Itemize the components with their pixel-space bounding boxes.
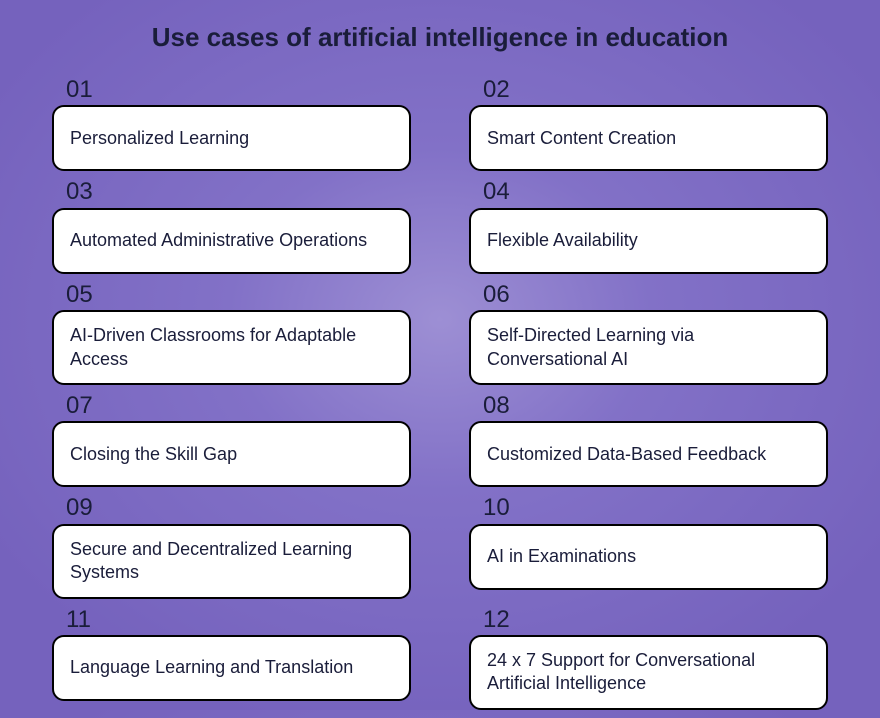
item-number: 09 bbox=[66, 495, 411, 521]
item-number: 03 bbox=[66, 179, 411, 205]
item-card: Flexible Availability bbox=[469, 208, 828, 274]
item-number: 10 bbox=[483, 495, 828, 521]
item-card: Personalized Learning bbox=[52, 105, 411, 171]
item-card: 24 x 7 Support for Conversational Artifi… bbox=[469, 635, 828, 710]
list-item: 04 Flexible Availability bbox=[469, 179, 828, 281]
item-label: Automated Administrative Operations bbox=[70, 229, 367, 252]
item-card: Language Learning and Translation bbox=[52, 635, 411, 701]
item-card: Secure and Decentralized Learning System… bbox=[52, 524, 411, 599]
item-number: 02 bbox=[483, 77, 828, 103]
item-label: Secure and Decentralized Learning System… bbox=[70, 538, 393, 585]
list-item: 08 Customized Data-Based Feedback bbox=[469, 393, 828, 495]
list-item: 02 Smart Content Creation bbox=[469, 77, 828, 179]
item-number: 08 bbox=[483, 393, 828, 419]
item-label: AI-Driven Classrooms for Adaptable Acces… bbox=[70, 324, 393, 371]
item-label: Closing the Skill Gap bbox=[70, 443, 237, 466]
list-item: 09 Secure and Decentralized Learning Sys… bbox=[52, 495, 411, 606]
item-number: 12 bbox=[483, 607, 828, 633]
list-item: 12 24 x 7 Support for Conversational Art… bbox=[469, 607, 828, 718]
item-card: Customized Data-Based Feedback bbox=[469, 421, 828, 487]
item-number: 01 bbox=[66, 77, 411, 103]
item-label: AI in Examinations bbox=[487, 545, 636, 568]
item-label: Self-Directed Learning via Conversationa… bbox=[487, 324, 810, 371]
list-item: 03 Automated Administrative Operations bbox=[52, 179, 411, 281]
list-item: 01 Personalized Learning bbox=[52, 77, 411, 179]
item-label: Smart Content Creation bbox=[487, 127, 676, 150]
item-card: Closing the Skill Gap bbox=[52, 421, 411, 487]
item-label: Language Learning and Translation bbox=[70, 656, 353, 679]
item-card: AI in Examinations bbox=[469, 524, 828, 590]
list-item: 05 AI-Driven Classrooms for Adaptable Ac… bbox=[52, 282, 411, 393]
list-item: 11 Language Learning and Translation bbox=[52, 607, 411, 718]
list-item: 10 AI in Examinations bbox=[469, 495, 828, 606]
item-number: 11 bbox=[66, 607, 411, 633]
list-item: 06 Self-Directed Learning via Conversati… bbox=[469, 282, 828, 393]
item-label: Customized Data-Based Feedback bbox=[487, 443, 766, 466]
list-item: 07 Closing the Skill Gap bbox=[52, 393, 411, 495]
item-number: 07 bbox=[66, 393, 411, 419]
item-label: Flexible Availability bbox=[487, 229, 638, 252]
item-number: 06 bbox=[483, 282, 828, 308]
item-label: Personalized Learning bbox=[70, 127, 249, 150]
page-title: Use cases of artificial intelligence in … bbox=[52, 22, 828, 53]
item-number: 05 bbox=[66, 282, 411, 308]
item-card: Self-Directed Learning via Conversationa… bbox=[469, 310, 828, 385]
item-number: 04 bbox=[483, 179, 828, 205]
infographic-container: Use cases of artificial intelligence in … bbox=[0, 0, 880, 710]
item-card: AI-Driven Classrooms for Adaptable Acces… bbox=[52, 310, 411, 385]
items-grid: 01 Personalized Learning 02 Smart Conten… bbox=[52, 77, 828, 718]
item-card: Smart Content Creation bbox=[469, 105, 828, 171]
item-label: 24 x 7 Support for Conversational Artifi… bbox=[487, 649, 810, 696]
item-card: Automated Administrative Operations bbox=[52, 208, 411, 274]
